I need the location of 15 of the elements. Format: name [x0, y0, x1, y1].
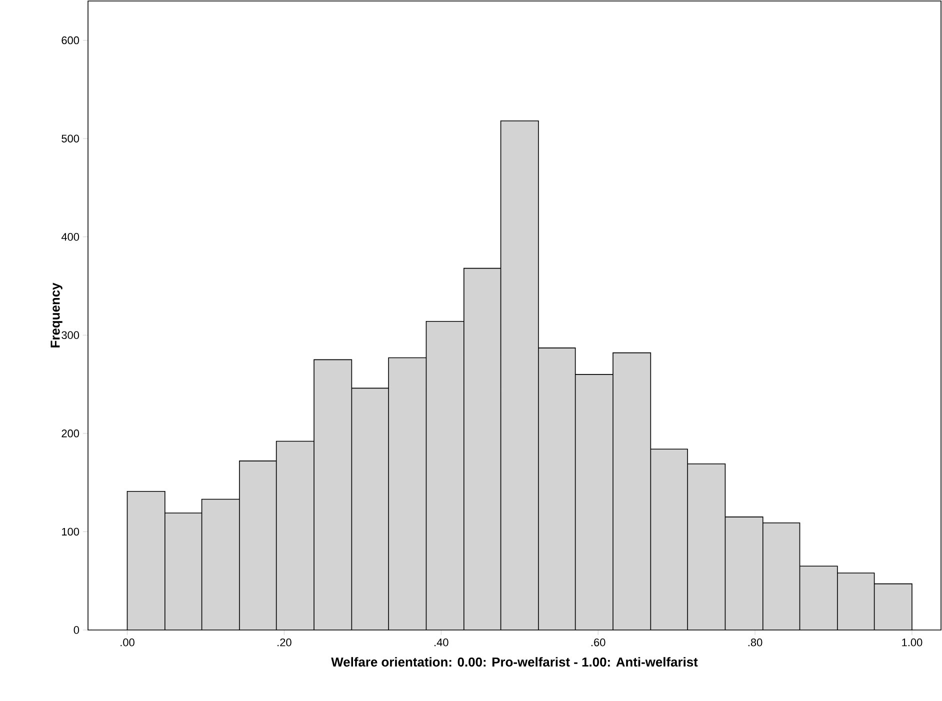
y-axis-title: Frequency [50, 282, 62, 348]
x-tick-label: .00 [120, 638, 134, 646]
y-tick-label: 400 [61, 232, 80, 241]
x-axis-title: Welfare orientation: 0.00: Pro-welfarist - 1.00: Anti-welfarist [331, 657, 698, 667]
x-tick-label: 1.00 [902, 638, 922, 646]
y-tick-label: 600 [62, 36, 80, 44]
y-tick-label: 200 [62, 430, 80, 438]
x-tick-label: .80 [748, 638, 762, 646]
x-tick-label: .20 [278, 638, 292, 646]
x-tick-label: .40 [434, 638, 448, 646]
y-tick-label: 0 [74, 626, 80, 634]
y-tick-label: 500 [62, 134, 80, 142]
y-tick-label: 100 [62, 528, 80, 536]
y-tick-label: 300 [62, 331, 80, 340]
x-tick-label: .60 [591, 638, 606, 646]
